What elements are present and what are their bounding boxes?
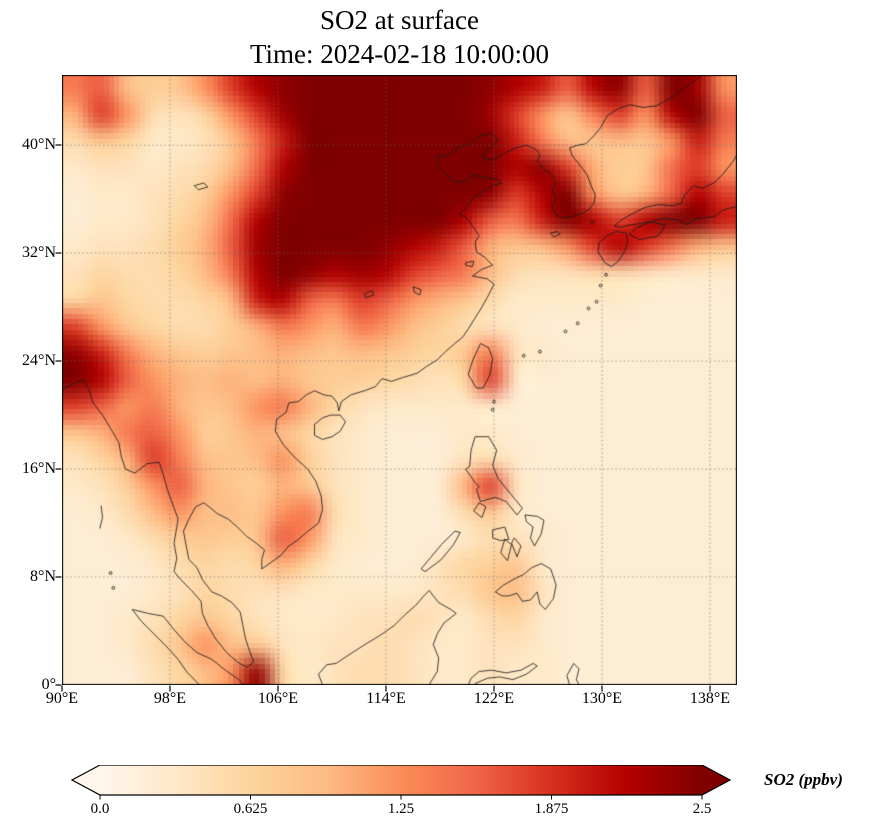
colorbar-ticks: [99, 795, 703, 800]
lat-tick-label: 40°N: [22, 136, 56, 153]
lon-tick-label: 122°E: [473, 690, 515, 707]
chart-subtitle: Time: 2024-02-18 10:00:00: [249, 39, 550, 69]
lon-tick-label: 90°E: [45, 690, 79, 707]
lon-tick-label: 106°E: [257, 690, 299, 707]
colorbar-over-arrow: [702, 765, 730, 795]
colorbar-tick-label: 2.5: [692, 801, 712, 817]
colorbar-tick-label: 1.875: [534, 801, 569, 817]
colorbar-tick-label: 0.625: [233, 801, 268, 817]
lat-tick-label: 8°N: [30, 568, 56, 585]
colorbar-gradient-bar: [100, 765, 702, 795]
lon-tick-label: 98°E: [153, 690, 187, 707]
colorbar-label: SO2 (ppbv): [764, 770, 843, 789]
lon-tick-label: 130°E: [581, 690, 623, 707]
colorbar-tick-label: 0.0: [90, 801, 110, 817]
lat-tick-label: 0°: [41, 676, 56, 693]
colorbar-under-arrow: [72, 765, 100, 795]
lat-tick-label: 24°N: [22, 352, 56, 369]
lon-tick-label: 138°E: [689, 690, 731, 707]
colorbar: [70, 765, 732, 800]
lat-tick-label: 16°N: [22, 460, 56, 477]
colorbar-tick-label: 1.25: [387, 801, 415, 817]
lon-tick-label: 114°E: [366, 690, 406, 707]
lat-tick-label: 32°N: [22, 244, 56, 261]
chart-title: SO2 at surface: [320, 5, 479, 35]
heatmap-map-canvas: [62, 75, 737, 685]
